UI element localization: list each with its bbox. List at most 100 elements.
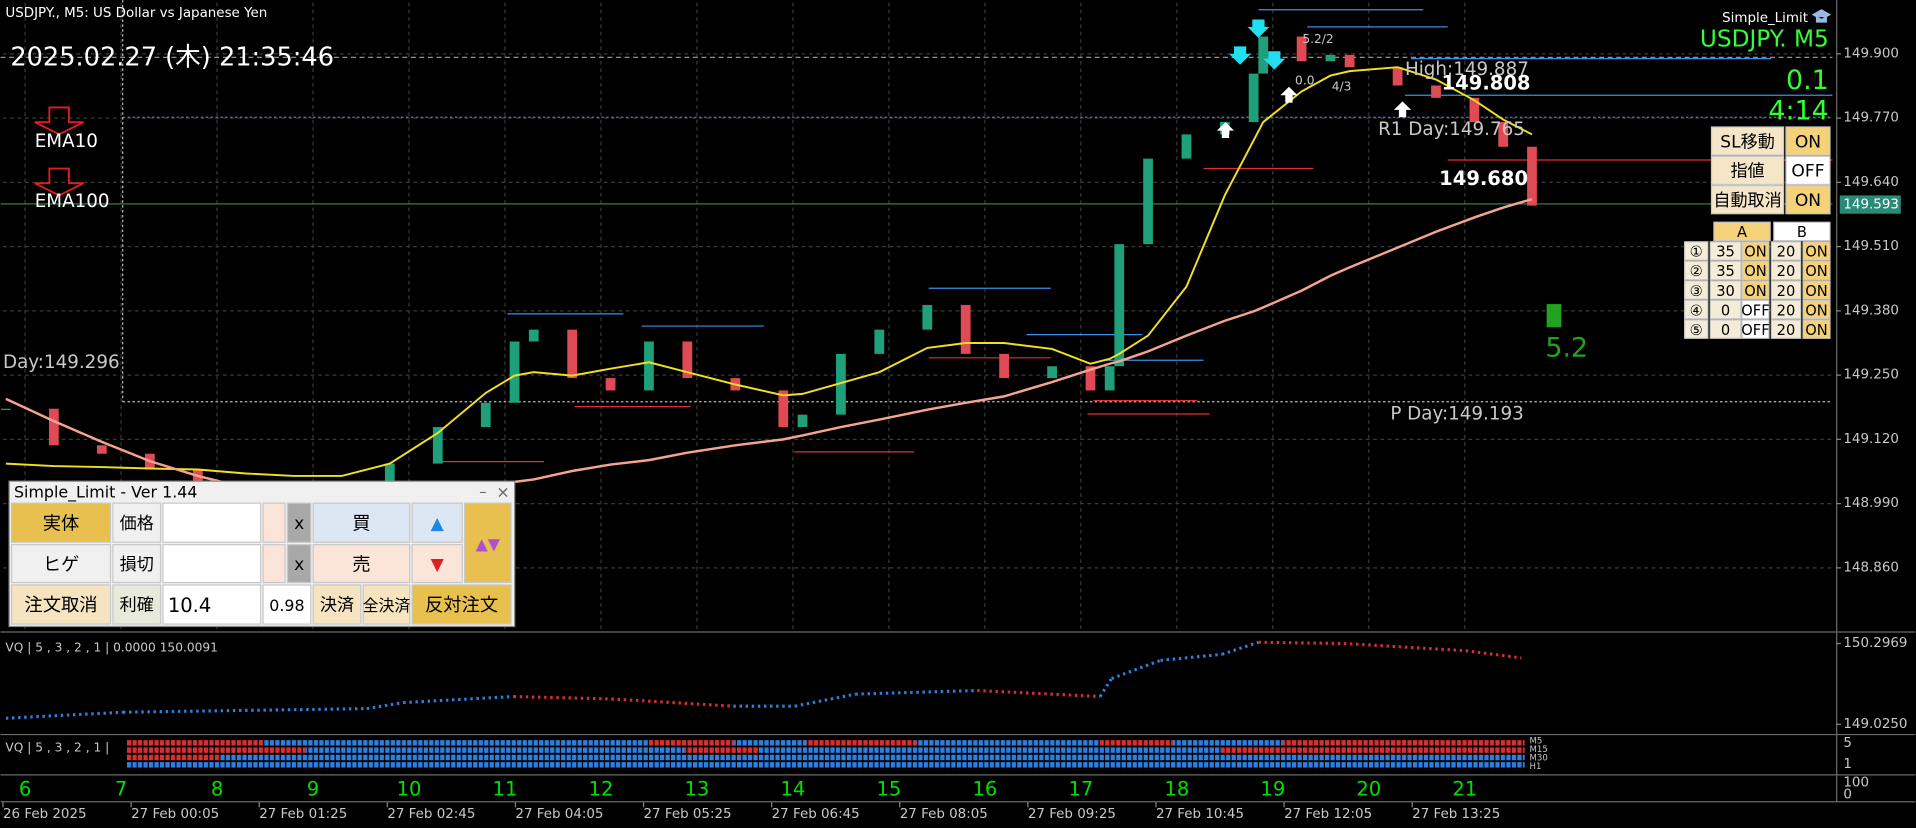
- button-label[interactable]: 決済: [320, 596, 354, 616]
- matrix-row: [305, 747, 685, 755]
- button-label[interactable]: 全決済: [363, 596, 411, 615]
- button[interactable]: [1741, 280, 1770, 300]
- button-label[interactable]: ON: [1795, 132, 1821, 152]
- button-label[interactable]: 指値: [1730, 162, 1764, 182]
- button-label[interactable]: 注文取消: [24, 595, 97, 616]
- button-label[interactable]: 買: [352, 513, 370, 534]
- field: [112, 584, 162, 625]
- button[interactable]: [162, 544, 262, 584]
- vq-dots: [794, 692, 856, 708]
- button[interactable]: [1785, 185, 1831, 215]
- button[interactable]: [1785, 155, 1831, 186]
- close-button[interactable]: ×: [496, 483, 509, 502]
- button[interactable]: [1802, 241, 1831, 261]
- button[interactable]: [1710, 185, 1785, 215]
- button-label[interactable]: x: [294, 555, 304, 575]
- button-label[interactable]: 10.4: [168, 594, 211, 617]
- minimize-button[interactable]: –: [479, 484, 486, 501]
- button[interactable]: [1802, 319, 1831, 339]
- button-label[interactable]: ON: [1805, 263, 1827, 280]
- candle: [528, 329, 539, 342]
- button-label[interactable]: ON: [1805, 244, 1827, 261]
- panel-title: Simple_Limit: [1722, 11, 1808, 26]
- button[interactable]: [1773, 221, 1831, 242]
- matrix-row: [916, 740, 1100, 748]
- button[interactable]: [362, 584, 411, 625]
- field-value: 20: [1777, 283, 1796, 300]
- vq-dots: [855, 688, 978, 696]
- buy-arrow: [1216, 122, 1234, 138]
- button-label[interactable]: ON: [1795, 191, 1821, 211]
- button-label[interactable]: x: [294, 514, 304, 534]
- button-label[interactable]: ▲: [431, 514, 445, 534]
- button-label[interactable]: 0.98: [269, 596, 304, 615]
- vq-dots: [977, 688, 1101, 699]
- button[interactable]: [1802, 260, 1831, 281]
- button-label[interactable]: ON: [1744, 283, 1766, 300]
- button[interactable]: [162, 584, 262, 625]
- button-label[interactable]: B: [1797, 224, 1807, 241]
- button[interactable]: [1710, 126, 1785, 156]
- candle: [432, 427, 443, 464]
- lot: 0.1: [1786, 65, 1829, 96]
- button[interactable]: [312, 584, 362, 625]
- button-label[interactable]: ON: [1805, 302, 1827, 319]
- field-value: 20: [1777, 244, 1796, 261]
- button-label[interactable]: ▲▼: [476, 535, 501, 554]
- button-label[interactable]: ON: [1744, 263, 1766, 280]
- button-label[interactable]: 自動取消: [1713, 191, 1781, 211]
- y-tick-label: 149.380: [1843, 303, 1899, 318]
- button[interactable]: [411, 584, 512, 625]
- button-label[interactable]: OFF: [1741, 322, 1769, 339]
- button[interactable]: [10, 502, 112, 543]
- button-label[interactable]: 反対注文: [425, 595, 498, 616]
- button[interactable]: [1741, 241, 1770, 261]
- button[interactable]: [1802, 299, 1831, 320]
- field-value: 0: [1721, 322, 1730, 339]
- button[interactable]: [286, 502, 312, 543]
- button[interactable]: [1710, 155, 1785, 186]
- button-label[interactable]: SL移動: [1720, 132, 1775, 152]
- button[interactable]: [1741, 319, 1770, 339]
- candle: [1047, 366, 1057, 379]
- button-label[interactable]: OFF: [1791, 162, 1824, 182]
- button[interactable]: [10, 544, 112, 584]
- price-tag: [1839, 195, 1901, 214]
- time-label: 27 Feb 10:45: [1156, 807, 1244, 822]
- button-label[interactable]: ヒゲ: [43, 554, 80, 575]
- button[interactable]: [464, 502, 512, 584]
- button[interactable]: [10, 584, 112, 625]
- annotation: 0.0: [1295, 74, 1314, 88]
- sell-arrow: [1229, 46, 1252, 65]
- button[interactable]: [411, 502, 463, 543]
- field: [1709, 280, 1742, 300]
- button[interactable]: [1802, 280, 1831, 300]
- vq-dots: [5, 710, 124, 720]
- button-label[interactable]: ▼: [431, 555, 445, 575]
- button-label[interactable]: 実体: [43, 513, 80, 534]
- field: [1684, 280, 1709, 300]
- button[interactable]: [1741, 299, 1770, 320]
- button-label[interactable]: ON: [1744, 244, 1766, 261]
- button[interactable]: [162, 502, 262, 543]
- button[interactable]: [411, 544, 463, 584]
- button[interactable]: [1713, 221, 1771, 242]
- matrix-row: [263, 740, 648, 748]
- button[interactable]: [1741, 260, 1770, 281]
- button-label[interactable]: A: [1737, 224, 1747, 241]
- y-tick-label: 1: [1843, 757, 1852, 772]
- button-label[interactable]: OFF: [1741, 302, 1769, 319]
- matrix-row: [220, 754, 1525, 763]
- button[interactable]: [312, 502, 411, 543]
- button[interactable]: [1785, 126, 1831, 156]
- button[interactable]: [262, 584, 312, 625]
- y-tick-label: 149.250: [1843, 368, 1899, 383]
- button-label[interactable]: ON: [1805, 283, 1827, 300]
- button[interactable]: [312, 544, 411, 584]
- button-label[interactable]: 売: [352, 554, 370, 575]
- y-tick-label: 148.990: [1843, 496, 1899, 511]
- button-label[interactable]: ON: [1805, 322, 1827, 339]
- candle: [605, 378, 616, 391]
- level-label: High:149.887: [1405, 59, 1529, 80]
- button[interactable]: [286, 544, 312, 584]
